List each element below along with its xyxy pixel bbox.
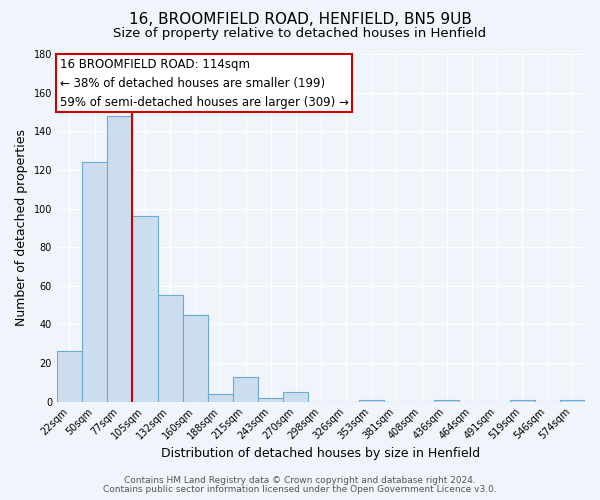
Bar xyxy=(359,400,384,402)
X-axis label: Distribution of detached houses by size in Henfield: Distribution of detached houses by size … xyxy=(161,447,481,460)
Bar xyxy=(82,162,107,402)
Bar xyxy=(182,315,208,402)
Bar xyxy=(560,400,585,402)
Bar xyxy=(208,394,233,402)
Bar xyxy=(509,400,535,402)
Bar xyxy=(434,400,459,402)
Text: Contains HM Land Registry data © Crown copyright and database right 2024.: Contains HM Land Registry data © Crown c… xyxy=(124,476,476,485)
Text: Size of property relative to detached houses in Henfield: Size of property relative to detached ho… xyxy=(113,28,487,40)
Y-axis label: Number of detached properties: Number of detached properties xyxy=(15,130,28,326)
Text: 16, BROOMFIELD ROAD, HENFIELD, BN5 9UB: 16, BROOMFIELD ROAD, HENFIELD, BN5 9UB xyxy=(128,12,472,28)
Bar xyxy=(57,352,82,402)
Bar xyxy=(233,376,258,402)
Bar xyxy=(133,216,158,402)
Bar xyxy=(258,398,283,402)
Bar xyxy=(158,296,182,402)
Text: Contains public sector information licensed under the Open Government Licence v3: Contains public sector information licen… xyxy=(103,485,497,494)
Bar xyxy=(283,392,308,402)
Bar xyxy=(107,116,133,402)
Text: 16 BROOMFIELD ROAD: 114sqm
← 38% of detached houses are smaller (199)
59% of sem: 16 BROOMFIELD ROAD: 114sqm ← 38% of deta… xyxy=(60,58,349,109)
